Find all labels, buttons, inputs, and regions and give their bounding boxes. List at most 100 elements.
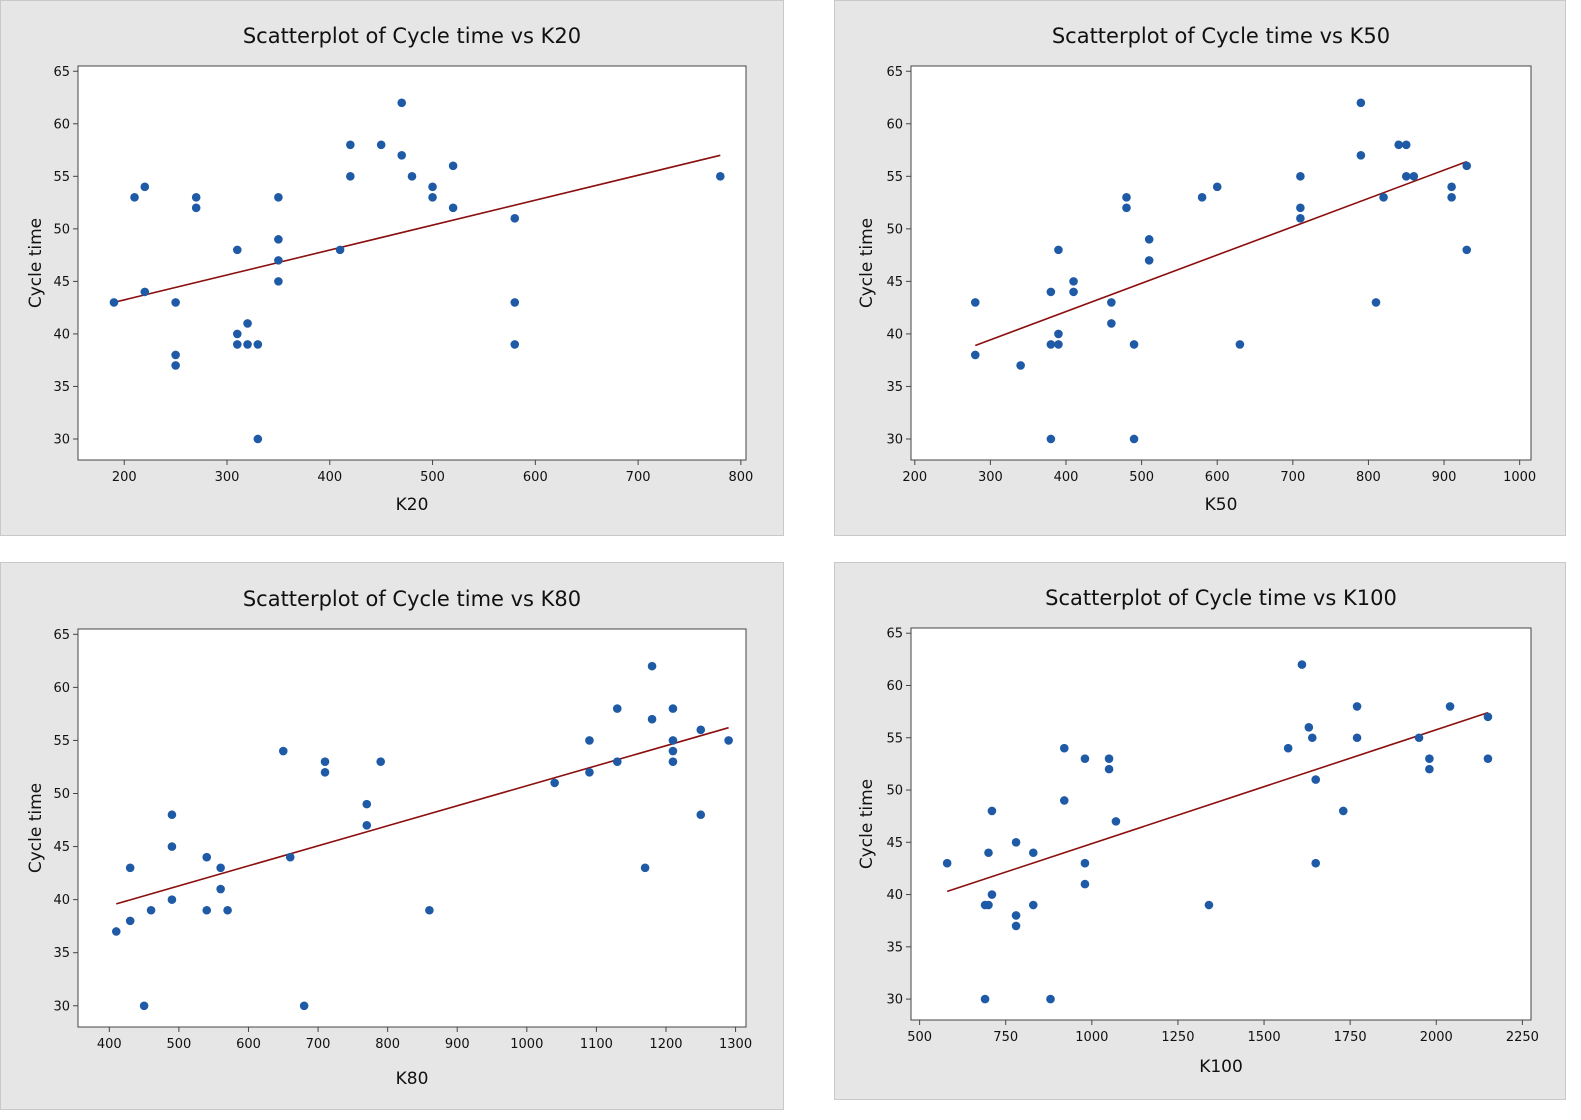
y-tick-label: 45 <box>886 275 903 290</box>
data-point <box>1483 754 1493 763</box>
x-tick-label: 700 <box>626 470 651 485</box>
data-point <box>510 214 520 223</box>
data-point <box>362 821 372 830</box>
data-point <box>1144 235 1154 244</box>
data-point <box>428 193 437 202</box>
data-point <box>640 863 650 873</box>
data-point <box>407 172 417 181</box>
y-tick-label: 30 <box>886 432 903 447</box>
data-point <box>1379 193 1388 202</box>
y-tick-label: 55 <box>53 734 70 749</box>
chart-svg: Scatterplot of Cycle time vs K50 200 300 40… <box>834 0 1566 536</box>
x-tick-label: 600 <box>236 1037 261 1052</box>
plot-area <box>77 65 747 461</box>
x-tick-label: 1250 <box>1161 1030 1194 1045</box>
x-tick-label: 1500 <box>1248 1030 1281 1045</box>
data-point <box>243 319 252 328</box>
y-tick-label: 35 <box>886 940 903 955</box>
x-tick-label: 900 <box>1432 470 1457 485</box>
data-point <box>1122 193 1131 202</box>
data-point <box>191 203 201 213</box>
data-point <box>1111 817 1121 826</box>
data-point <box>202 852 212 862</box>
x-axis-label: K80 <box>396 1069 429 1089</box>
y-tick-label: 60 <box>53 681 70 696</box>
data-point <box>1338 806 1348 816</box>
data-point <box>1104 754 1114 763</box>
plot-area <box>77 628 747 1028</box>
x-tick-label: 500 <box>166 1037 191 1052</box>
x-tick-label: 1200 <box>649 1037 682 1052</box>
x-tick-label: 1000 <box>1075 1030 1108 1045</box>
x-tick-label: 700 <box>306 1037 331 1052</box>
data-point <box>274 277 283 286</box>
y-tick-label: 45 <box>886 836 903 851</box>
chart-panel-k100: Scatterplot of Cycle time vs K100 500 750 1… <box>834 562 1566 1100</box>
data-point <box>1283 743 1293 753</box>
data-point <box>1054 340 1063 349</box>
data-point <box>274 256 283 265</box>
data-point <box>167 842 177 851</box>
x-tick-label: 600 <box>1205 470 1230 485</box>
data-point <box>1425 764 1434 774</box>
data-point <box>1296 172 1305 181</box>
x-tick-label: 2000 <box>1420 1030 1453 1045</box>
data-point <box>1311 775 1321 784</box>
data-point <box>202 905 212 915</box>
chart-svg: Scatterplot of Cycle time vs K100 500 750 1… <box>834 562 1566 1100</box>
y-tick-label: 55 <box>886 731 903 746</box>
data-point <box>942 858 952 868</box>
x-tick-label: 300 <box>978 470 1003 485</box>
data-point <box>696 810 706 820</box>
data-point <box>320 757 330 766</box>
x-tick-label: 1300 <box>719 1037 752 1052</box>
data-point <box>1462 161 1472 171</box>
plot-area <box>910 65 1532 461</box>
data-point <box>140 182 150 192</box>
data-point <box>1046 287 1056 297</box>
data-point <box>125 863 135 873</box>
data-point <box>1401 172 1411 181</box>
data-point <box>612 704 622 713</box>
data-point <box>274 235 283 244</box>
data-point <box>253 434 263 444</box>
y-axis-label: Cycle time <box>26 218 46 308</box>
data-point <box>612 757 622 766</box>
data-point <box>274 193 283 202</box>
data-point <box>448 203 458 213</box>
data-point <box>232 340 242 349</box>
chart-title: Scatterplot of Cycle time vs K50 <box>1052 24 1390 48</box>
y-tick-label: 35 <box>886 380 903 395</box>
data-point <box>1129 434 1139 444</box>
y-tick-label: 50 <box>53 787 70 802</box>
data-point <box>397 151 407 160</box>
data-point <box>216 884 225 894</box>
x-tick-label: 400 <box>317 470 342 485</box>
data-point <box>1069 277 1078 286</box>
data-point <box>1011 921 1021 931</box>
data-point <box>346 140 355 150</box>
data-point <box>1080 754 1090 763</box>
y-tick-label: 65 <box>886 627 903 642</box>
x-tick-label: 1100 <box>580 1037 613 1052</box>
x-tick-label: 500 <box>1129 470 1154 485</box>
data-point <box>1054 245 1063 255</box>
data-point <box>984 900 993 910</box>
data-point <box>111 927 121 936</box>
data-point <box>232 329 242 339</box>
fit-line <box>974 160 1468 347</box>
data-point <box>428 182 437 192</box>
y-axis-label: Cycle time <box>857 779 877 869</box>
data-point <box>243 340 252 349</box>
data-point <box>1069 287 1078 297</box>
data-point <box>668 746 678 756</box>
data-point <box>1107 298 1116 307</box>
data-point <box>1483 712 1493 722</box>
data-point <box>232 245 242 255</box>
x-tick-label: 400 <box>97 1037 122 1052</box>
y-tick-label: 40 <box>886 327 903 342</box>
data-point <box>1352 733 1362 743</box>
data-point <box>299 1001 309 1011</box>
y-tick-label: 45 <box>53 840 70 855</box>
data-point <box>987 890 997 899</box>
